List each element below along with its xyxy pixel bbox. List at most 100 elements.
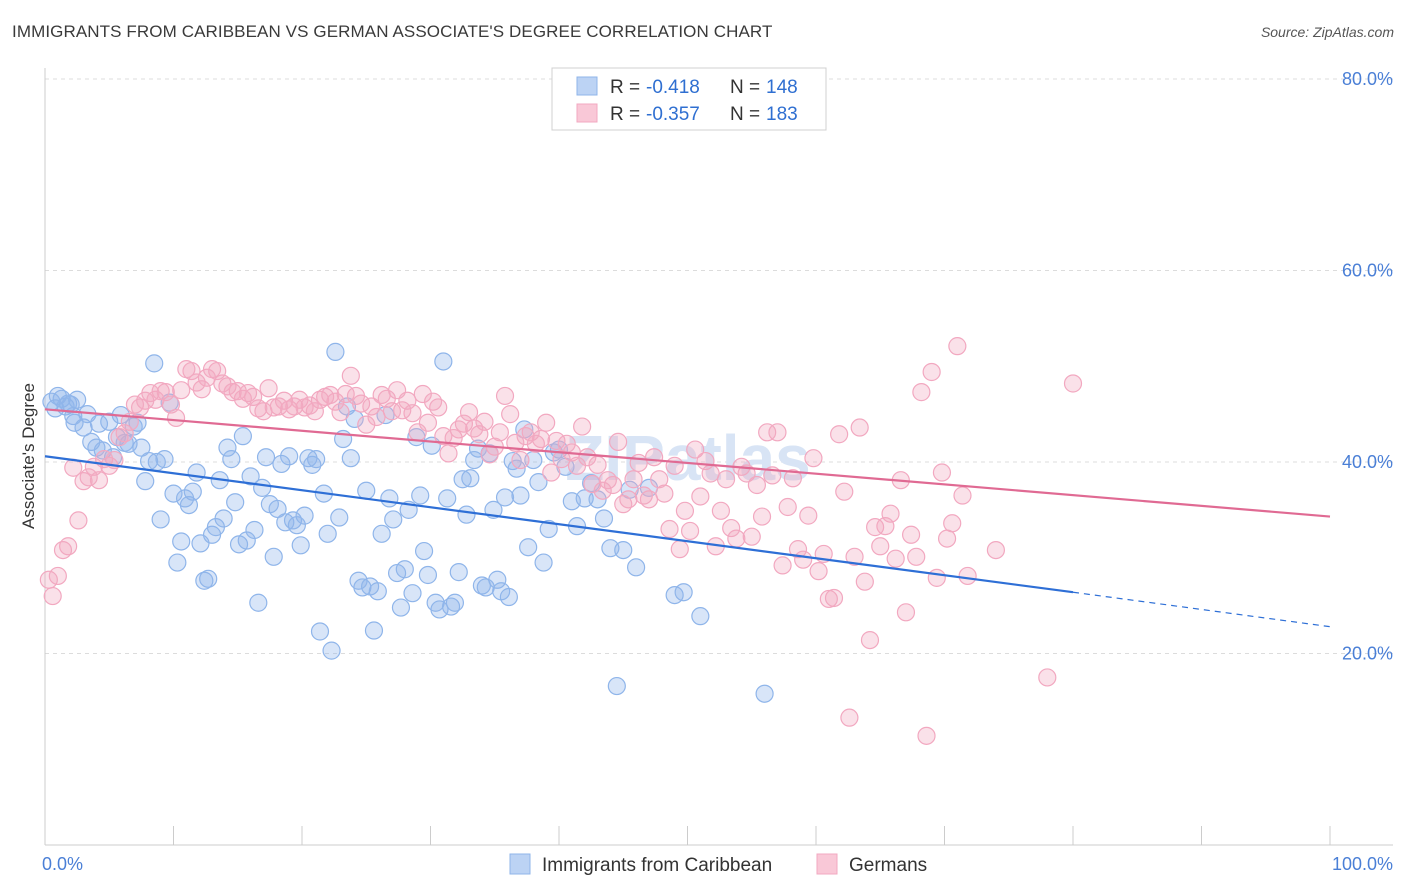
germans-point	[907, 547, 926, 566]
germans-point	[855, 572, 874, 591]
caribbean-point	[418, 565, 438, 585]
germans-point	[804, 449, 823, 468]
germans-point	[331, 403, 350, 422]
germans-point	[912, 383, 931, 402]
germans-point	[310, 390, 330, 409]
caribbean-point	[430, 600, 449, 619]
germans-point	[986, 540, 1006, 560]
germans-point	[680, 521, 700, 541]
germans-point	[845, 547, 864, 566]
germans-point	[927, 568, 946, 587]
grid-lines	[45, 78, 1393, 654]
caribbean-point	[287, 516, 306, 535]
germans-point	[59, 537, 78, 556]
germans-point	[758, 423, 777, 442]
caribbean-point	[488, 570, 507, 589]
legend-n-label-2: N =	[730, 104, 760, 125]
caribbean-point	[74, 418, 93, 437]
caribbean-point	[614, 540, 633, 560]
caribbean-point	[357, 481, 376, 500]
caribbean-point	[449, 563, 468, 582]
germans-point	[809, 562, 828, 581]
germans-point	[948, 337, 967, 356]
legend-swatch-caribbean	[576, 76, 598, 96]
caribbean-point	[65, 413, 84, 432]
caribbean-point	[199, 569, 218, 588]
y-tick-label: 40.0%	[1342, 452, 1393, 472]
caribbean-point	[253, 478, 272, 497]
caribbean-point	[272, 454, 291, 474]
germans-point	[881, 504, 900, 523]
germans-point	[244, 387, 263, 406]
caribbean-point	[136, 472, 155, 491]
germans-point	[393, 401, 412, 420]
germans-point	[619, 490, 638, 509]
caribbean-point	[368, 582, 387, 601]
caribbean-point	[391, 598, 411, 617]
germans-point	[429, 398, 448, 417]
x-tick-label: 0.0%	[42, 854, 83, 874]
germans-point	[475, 412, 494, 431]
watermark: ZIPatlas	[565, 422, 810, 494]
germans-point	[249, 399, 268, 418]
caribbean-point	[341, 449, 360, 468]
germans-trend-line	[44, 408, 1331, 518]
caribbean-point	[594, 509, 614, 528]
caribbean-point	[453, 470, 472, 489]
germans-point	[609, 432, 628, 451]
germans-point	[531, 429, 551, 449]
germans-point	[1063, 374, 1083, 393]
germans-point	[644, 448, 664, 467]
caribbean-point	[310, 622, 330, 641]
germans-point	[511, 450, 530, 470]
germans-point	[670, 540, 689, 559]
x-tick-labels: 0.0% 100.0%	[42, 854, 1393, 874]
germans-point	[871, 537, 890, 556]
germans-point	[166, 408, 186, 428]
y-axis-title: Associate's Degree	[19, 383, 38, 529]
germans-point	[794, 550, 813, 569]
caribbean-point	[755, 684, 774, 703]
legend-swatch-germans	[576, 103, 598, 123]
germans-point	[922, 362, 941, 382]
caribbean-point	[318, 524, 337, 543]
germans-point	[578, 448, 597, 467]
caribbean-point	[403, 584, 422, 603]
germans-point	[917, 726, 936, 745]
caribbean-point	[461, 469, 480, 488]
germans-point	[300, 396, 319, 415]
caribbean-point	[187, 463, 206, 482]
caribbean-point	[434, 352, 453, 371]
caribbean-point	[534, 553, 553, 572]
germans-point	[259, 379, 278, 398]
germans-point	[752, 507, 772, 526]
germans-point	[192, 380, 211, 399]
caribbean-point	[364, 621, 384, 640]
legend-box	[551, 67, 827, 131]
germans-point	[403, 404, 422, 423]
caribbean-point	[411, 486, 430, 505]
caribbean-point	[218, 438, 237, 457]
caribbean-point	[575, 489, 594, 508]
germans-point	[727, 529, 746, 548]
caribbean-point	[222, 450, 241, 469]
germans-point	[305, 402, 324, 421]
caribbean-trend-extension	[1072, 591, 1331, 628]
y-tick-label: 80.0%	[1342, 69, 1393, 89]
germans-point	[932, 463, 952, 482]
caribbean-point	[291, 536, 310, 555]
caribbean-point	[256, 448, 276, 467]
germans-point	[860, 630, 880, 650]
germans-point	[773, 556, 792, 575]
chart-title: IMMIGRANTS FROM CARIBBEAN VS GERMAN ASSO…	[12, 22, 773, 41]
caribbean-point	[380, 489, 399, 508]
caribbean-point	[626, 558, 646, 577]
germans-point	[89, 471, 109, 490]
bottom-legend-label-caribbean: Immigrants from Caribbean	[542, 855, 772, 876]
germans-point	[943, 514, 962, 533]
caribbean-point	[519, 538, 538, 557]
caribbean-point	[607, 676, 626, 696]
germans-point	[650, 470, 669, 489]
germans-point	[953, 486, 972, 505]
y-tick-labels: 20.0% 40.0% 60.0% 80.0%	[1342, 69, 1393, 664]
